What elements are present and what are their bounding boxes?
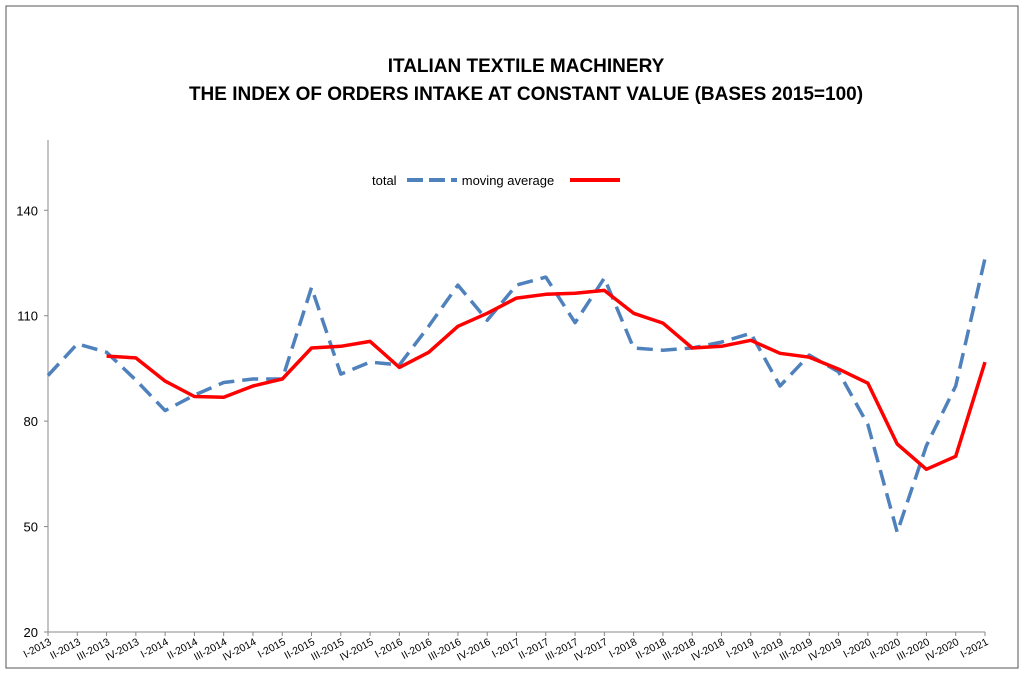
chart-frame [5, 5, 1019, 669]
y-tick-label: 50 [24, 520, 38, 535]
y-tick-label: 110 [17, 309, 38, 324]
chart-title: ITALIAN TEXTILE MACHINERY [388, 56, 665, 77]
legend-label: moving average [462, 173, 555, 188]
series-line [106, 288, 987, 472]
y-tick-label: 80 [24, 414, 38, 429]
chart-title: THE INDEX OF ORDERS INTAKE AT CONSTANT V… [189, 84, 863, 105]
legend-label: total [372, 173, 397, 188]
y-tick-label: 20 [24, 625, 38, 640]
y-tick-label: 140 [16, 203, 38, 218]
